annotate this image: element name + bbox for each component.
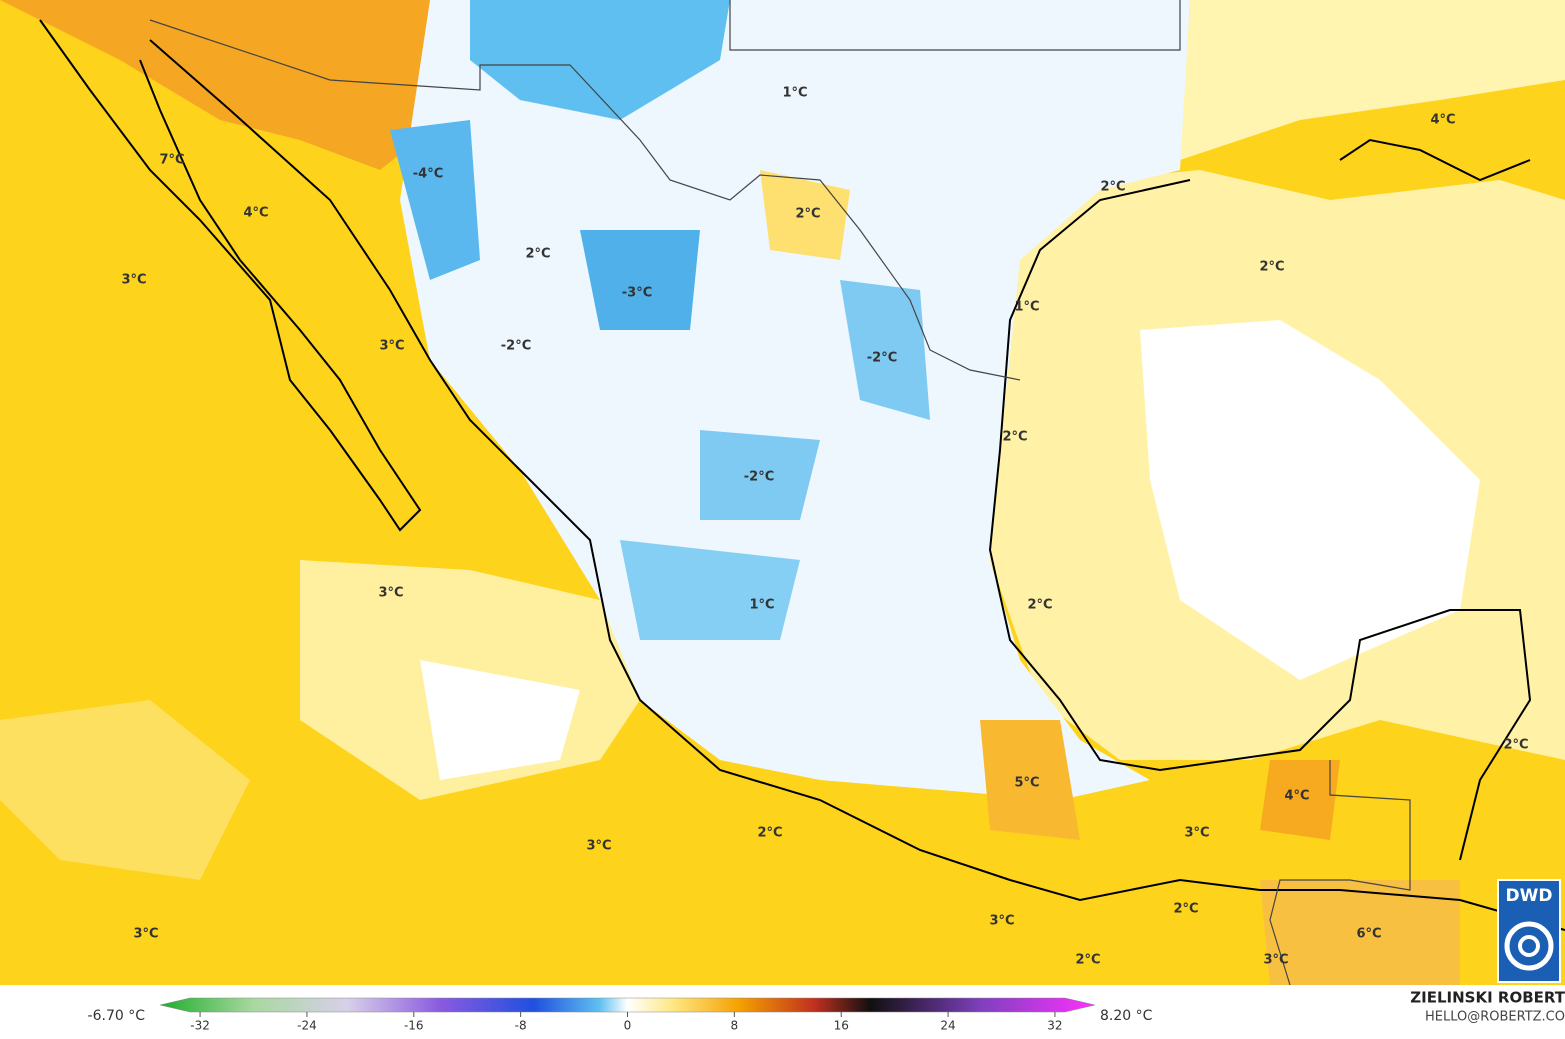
borders: [149, 0, 1411, 986]
colorbar-tick-label: 16: [834, 1019, 849, 1033]
temp-label: 4°C: [243, 206, 268, 221]
temp-label: 4°C: [1284, 789, 1309, 804]
logo: DWD: [1497, 879, 1561, 983]
colorbar-tick-label: -24: [297, 1019, 317, 1033]
colorbar-tick-label: -16: [404, 1019, 424, 1033]
temp-label: 3°C: [586, 839, 611, 854]
temp-label: 3°C: [989, 914, 1014, 929]
temp-label: 4°C: [1430, 113, 1455, 128]
temp-label: -2°C: [867, 351, 897, 366]
map: [0, 0, 1565, 986]
colorbar-tick-label: 24: [940, 1019, 955, 1033]
temp-label: 7°C: [159, 153, 184, 168]
colorbar-min: -6.70 °C: [88, 1008, 146, 1024]
colorbar-tick-label: -8: [515, 1019, 527, 1033]
credit-contact: HELLO@ROBERTZ.CO: [1425, 1010, 1565, 1025]
temp-label: 3°C: [1263, 953, 1288, 968]
temp-label: 3°C: [133, 927, 158, 942]
temp-label: 1°C: [749, 598, 774, 613]
temp-label: 2°C: [1002, 430, 1027, 445]
coastline: [39, 19, 1565, 931]
colorbar-tick-label: 0: [624, 1019, 632, 1033]
temp-label: 2°C: [525, 247, 550, 262]
colorbar-tick-label: -32: [190, 1019, 210, 1033]
temp-label: 3°C: [379, 339, 404, 354]
temp-label: 2°C: [1173, 902, 1198, 917]
temp-label: 2°C: [1075, 953, 1100, 968]
colorbar: -32 -24 -16 -8 0 8 16 24 32: [159, 997, 1096, 1033]
temp-label: -3°C: [622, 286, 652, 301]
temp-label: -2°C: [501, 339, 531, 354]
temp-label: 2°C: [1503, 738, 1528, 753]
temp-label: 2°C: [1259, 260, 1284, 275]
temp-label: 3°C: [121, 273, 146, 288]
temp-label: 5°C: [1014, 776, 1039, 791]
colorbar-tick-label: 8: [731, 1019, 739, 1033]
map-labels: 1°C 4°C 7°C -4°C 4°C 2°C 2°C 2°C 3°C 2°C -3°C 1°C 3°…: [121, 86, 1528, 968]
temp-label: 6°C: [1356, 927, 1381, 942]
temp-label: 2°C: [795, 207, 820, 222]
temp-label: 1°C: [782, 86, 807, 101]
logo-text: DWD: [1506, 886, 1553, 906]
colorbar-ramp: [159, 997, 1096, 1013]
temp-label: -4°C: [413, 167, 443, 182]
temp-label: -2°C: [744, 470, 774, 485]
colorbar-tick-label: 32: [1047, 1019, 1062, 1033]
temp-label: 3°C: [378, 586, 403, 601]
temp-label: 2°C: [757, 826, 782, 841]
credit-author: ZIELINSKI ROBERT: [1410, 989, 1565, 1007]
temp-label: 1°C: [1014, 300, 1039, 315]
colorbar-max: 8.20 °C: [1100, 1008, 1153, 1024]
temp-label: 3°C: [1184, 826, 1209, 841]
temp-label: 2°C: [1100, 180, 1125, 195]
temp-label: 2°C: [1027, 598, 1052, 613]
